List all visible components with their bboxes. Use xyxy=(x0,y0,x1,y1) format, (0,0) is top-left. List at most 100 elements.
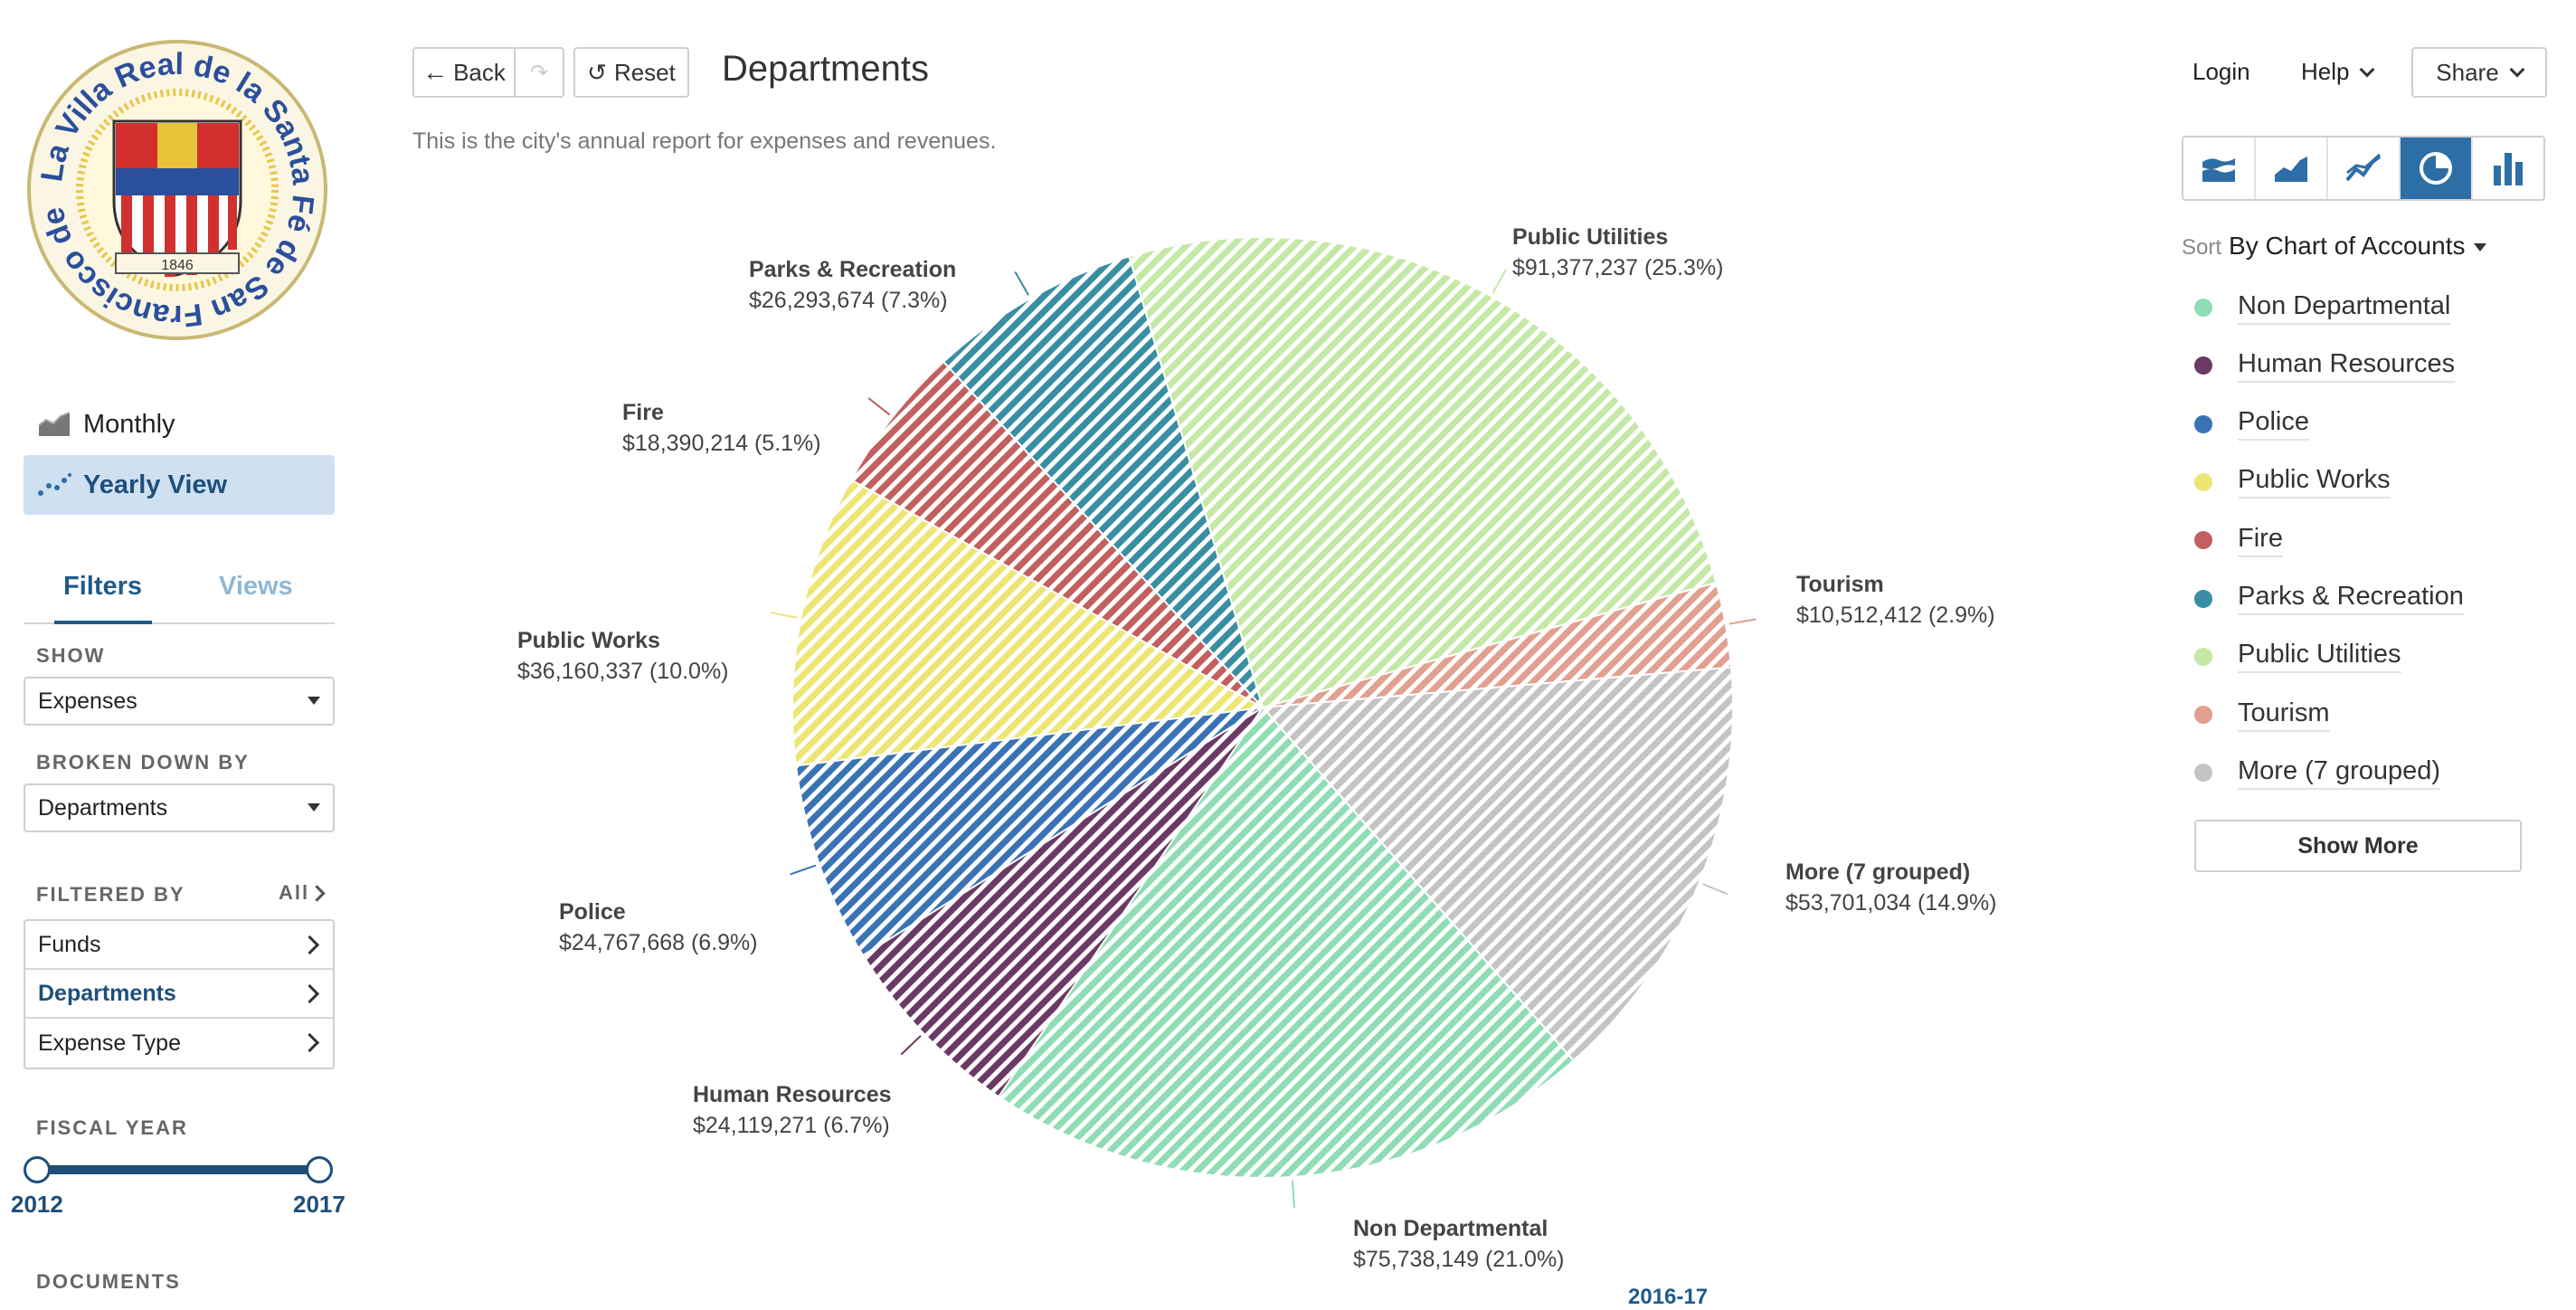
view-option-monthly[interactable]: Monthly xyxy=(24,394,335,454)
chart-type-area[interactable] xyxy=(2256,138,2328,199)
filtered-by-label: FILTERED BY xyxy=(36,883,185,906)
filters-all-link[interactable]: All xyxy=(279,881,326,905)
legend-dot xyxy=(2194,647,2212,666)
reset-button[interactable]: ↺ Reset xyxy=(573,47,689,98)
line-icon xyxy=(2345,153,2382,182)
arrow-left-icon: ← xyxy=(422,58,449,86)
legend-label: Tourism xyxy=(2238,698,2330,732)
legend-item[interactable]: Fire xyxy=(2194,524,2283,557)
pie-slice[interactable] xyxy=(794,707,1264,957)
pie-slice-value: $26,293,674 (7.3%) xyxy=(749,288,948,313)
pie-slice[interactable] xyxy=(861,707,1264,1098)
tab-active-indicator xyxy=(54,621,152,624)
pie-slice[interactable] xyxy=(791,478,1266,767)
redo-button[interactable]: ↷ xyxy=(514,47,564,98)
legend-item[interactable]: Non Departmental xyxy=(2194,291,2451,325)
legend-dot xyxy=(2194,531,2212,550)
login-label: Login xyxy=(2192,58,2250,85)
legend-item[interactable]: Human Resources xyxy=(2194,349,2456,383)
login-link[interactable]: Login xyxy=(2192,58,2250,86)
pie-slice-value: $75,738,149 (21.0%) xyxy=(1353,1247,1565,1272)
legend-item[interactable]: Public Utilities xyxy=(2194,640,2401,674)
pie-slice-label: Non Departmental xyxy=(1353,1216,1548,1241)
filter-departments-label: Departments xyxy=(38,980,176,1006)
caret-down-icon xyxy=(308,803,320,812)
fiscal-year-axis-label: 2016-17 xyxy=(1628,1285,1709,1309)
pie-slice[interactable] xyxy=(997,706,1576,1179)
pie-leader-line xyxy=(1728,618,1757,625)
pie-leader-line xyxy=(1701,883,1728,896)
legend-item[interactable]: Public Works xyxy=(2194,465,2391,499)
tab-filters[interactable]: Filters xyxy=(63,572,143,601)
filters-all-label: All xyxy=(279,881,310,904)
legend-dot xyxy=(2194,764,2212,783)
pie-slice[interactable] xyxy=(1128,236,1718,709)
chart-type-bar[interactable] xyxy=(2473,138,2543,199)
pie-slice[interactable] xyxy=(1260,666,1734,1062)
share-label: Share xyxy=(2436,58,2499,86)
pie-leader-line xyxy=(867,397,891,416)
filter-list: Funds Departments Expense Type xyxy=(24,919,335,1069)
legend-label: Police xyxy=(2238,407,2309,441)
pie-slice-value: $36,160,337 (10.0%) xyxy=(517,659,729,684)
filter-funds-label: Funds xyxy=(38,931,101,957)
pie-slice-value: $10,512,412 (2.9%) xyxy=(1796,603,1995,628)
filter-departments[interactable]: Departments xyxy=(25,970,333,1019)
show-select-value: Expenses xyxy=(38,688,137,714)
sort-control[interactable]: Sort By Chart of Accounts xyxy=(2182,232,2487,261)
view-option-yearly[interactable]: Yearly View xyxy=(24,455,335,515)
pie-icon xyxy=(2420,152,2452,185)
sort-label: Sort xyxy=(2182,235,2222,260)
yearly-dots-icon xyxy=(36,470,72,500)
pie-slice-value: $24,119,271 (6.7%) xyxy=(693,1113,890,1138)
pie-slice-label: Parks & Recreation xyxy=(749,257,956,282)
back-button[interactable]: ← Back xyxy=(412,47,516,98)
legend-item[interactable]: Tourism xyxy=(2194,698,2330,732)
city-seal-logo: La Villa Real de la Santa Fé de San Fran… xyxy=(25,38,327,340)
filter-funds[interactable]: Funds xyxy=(25,921,333,970)
legend-label: Human Resources xyxy=(2238,349,2456,383)
caret-down-icon xyxy=(2474,243,2487,252)
redo-icon: ↷ xyxy=(529,60,549,85)
legend-item[interactable]: Parks & Recreation xyxy=(2194,582,2464,615)
pie-slice-label: Police xyxy=(559,899,626,925)
fiscal-year-slider-track[interactable] xyxy=(36,1165,318,1174)
legend-dot xyxy=(2194,299,2212,317)
pie-slice[interactable] xyxy=(942,255,1264,708)
chart-type-line[interactable] xyxy=(2328,138,2401,199)
sidebar-tabs: Filters Views xyxy=(24,552,335,624)
chart-type-pie[interactable] xyxy=(2401,138,2473,199)
chart-type-stacked-area[interactable] xyxy=(2183,138,2256,199)
legend-dot xyxy=(2194,706,2212,725)
help-menu[interactable]: Help xyxy=(2301,58,2375,86)
filter-expense-type[interactable]: Expense Type xyxy=(25,1019,333,1068)
show-label: SHOW xyxy=(36,644,106,667)
legend-label: Parks & Recreation xyxy=(2238,582,2464,615)
pie-leader-line xyxy=(1014,271,1029,296)
caret-down-icon xyxy=(308,697,320,705)
pie-slice-label: More (7 grouped) xyxy=(1785,859,1970,885)
fiscal-year-end-handle[interactable] xyxy=(306,1156,333,1183)
show-more-button[interactable]: Show More xyxy=(2194,820,2522,872)
pie-slice[interactable] xyxy=(849,360,1264,708)
pie-slice-label: Tourism xyxy=(1796,572,1884,597)
broken-down-select-value: Departments xyxy=(38,794,168,821)
share-button[interactable]: Share xyxy=(2411,47,2547,98)
pie-slice-value: $18,390,214 (5.1%) xyxy=(622,431,821,456)
sort-value: By Chart of Accounts xyxy=(2229,232,2466,260)
pie-slice-label: Human Resources xyxy=(693,1082,892,1107)
view-option-yearly-label: Yearly View xyxy=(83,470,228,499)
fiscal-year-start-handle[interactable] xyxy=(24,1156,51,1183)
view-option-monthly-label: Monthly xyxy=(83,409,175,439)
show-select[interactable]: Expenses xyxy=(24,677,335,726)
legend-item[interactable]: More (7 grouped) xyxy=(2194,756,2441,790)
pie-leader-line xyxy=(1291,1180,1295,1208)
legend-label: Public Works xyxy=(2238,465,2391,499)
legend-item[interactable]: Police xyxy=(2194,407,2309,441)
pie-slice-label: Public Utilities xyxy=(1512,224,1668,250)
fiscal-year-start: 2012 xyxy=(11,1191,63,1218)
help-label: Help xyxy=(2301,58,2350,85)
tab-views[interactable]: Views xyxy=(219,572,293,601)
broken-down-select[interactable]: Departments xyxy=(24,783,335,832)
pie-slice-value: $91,377,237 (25.3%) xyxy=(1512,255,1724,280)
